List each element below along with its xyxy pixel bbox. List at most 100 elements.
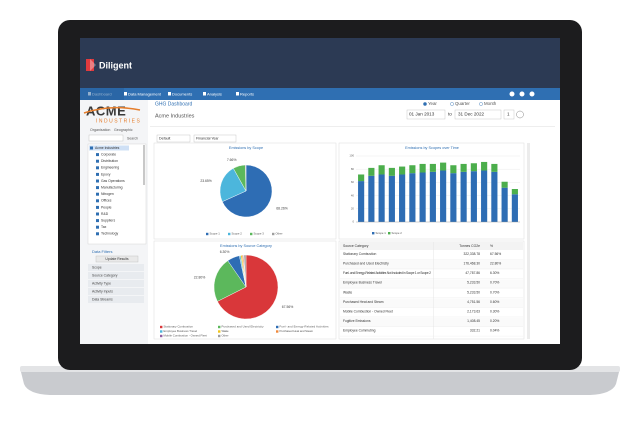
pie-slice (213, 260, 247, 302)
tree-checkbox[interactable] (96, 159, 99, 163)
tree-checkbox[interactable] (96, 205, 99, 209)
search-button[interactable]: Search (127, 136, 138, 140)
legend-label: Other (222, 334, 229, 338)
bar-segment (358, 174, 365, 182)
tree-item[interactable]: Distribution (101, 159, 118, 163)
table-cell: 1,408.45 (467, 319, 480, 323)
table-cell: 0.20% (490, 319, 499, 323)
filter-row[interactable] (88, 272, 144, 279)
legend-label: Mobile Combustion - Owned Fleet (164, 334, 208, 338)
tree-item[interactable]: Acme Industries (95, 146, 120, 150)
tree-item[interactable]: Suppliers (101, 218, 115, 222)
bar-segment (450, 173, 457, 222)
nav-item[interactable]: Data Management (128, 92, 162, 97)
nav-icon-right[interactable] (529, 91, 535, 97)
table-row (340, 279, 523, 289)
header-rule (150, 126, 555, 127)
step-box[interactable] (503, 109, 515, 120)
tree-checkbox[interactable] (96, 166, 99, 170)
table-cell: 2,173.63 (467, 309, 480, 313)
table-row (340, 327, 523, 337)
tree-item[interactable]: Epoxy (101, 172, 111, 176)
tree-item[interactable]: R&D (101, 212, 109, 216)
bar-segment (429, 163, 436, 172)
legend-swatch (276, 330, 279, 333)
period-option: Quarter (455, 101, 470, 106)
date-to-text: 31 Dec 2022 (458, 112, 484, 117)
search-box[interactable] (88, 134, 124, 142)
acme-swoosh (83, 106, 141, 114)
select-box[interactable] (193, 134, 237, 143)
tree-item[interactable]: People (101, 205, 112, 209)
nav-icon-right[interactable] (509, 91, 515, 97)
tree-item[interactable]: Nitrogen (101, 192, 114, 196)
table-cell: 0.70% (490, 281, 499, 285)
tree-checkbox[interactable] (96, 212, 99, 216)
period-radio[interactable] (479, 102, 483, 106)
bar-segment (470, 163, 477, 172)
bar-segment (440, 162, 447, 171)
table-header (340, 242, 523, 250)
sidebar-tab[interactable]: Organisation (90, 128, 110, 132)
period-radio[interactable] (423, 102, 427, 106)
tree-item[interactable]: Tax (101, 225, 107, 229)
pie-slice (245, 164, 247, 192)
bar-segment (378, 174, 385, 222)
table-cell: 47,787.86 (465, 271, 480, 275)
tree-item[interactable]: Manufacturing (101, 185, 123, 189)
filter-row[interactable] (88, 280, 144, 287)
date-from[interactable] (406, 109, 446, 120)
tree-item[interactable]: Technology (101, 232, 118, 236)
period-radio[interactable] (450, 102, 454, 106)
tree-checkbox[interactable] (96, 232, 99, 236)
pie-label: 22.80% (194, 276, 206, 280)
filter-row[interactable] (88, 264, 144, 271)
tree-item[interactable]: Offices (101, 199, 112, 203)
table-row (340, 298, 523, 308)
nav-bar (80, 88, 560, 100)
date-to[interactable] (454, 109, 502, 120)
tree-checkbox[interactable] (90, 146, 93, 150)
bar-segment (470, 171, 477, 222)
nav-icon-right[interactable] (519, 91, 525, 97)
tree-item[interactable]: Gas Operations (101, 179, 125, 183)
legend-swatch (218, 330, 221, 333)
pie-slice (243, 254, 247, 288)
bar-segment (399, 166, 406, 175)
select-value: Default (159, 136, 170, 140)
table-cell: Mobile Combustion - Owned Fleet (343, 309, 393, 313)
filter-row[interactable] (88, 296, 144, 303)
bar-segment (491, 163, 498, 172)
nav-item[interactable]: Analysis (207, 92, 222, 97)
tree-item[interactable]: Corporate (101, 152, 116, 156)
tree-checkbox[interactable] (96, 179, 99, 183)
legend-swatch (160, 334, 163, 338)
y-tick-label: 60 (351, 180, 355, 184)
refresh-button[interactable] (516, 110, 524, 119)
sidebar-tab[interactable]: Geographic (114, 128, 133, 132)
nav-item[interactable]: Reports (240, 92, 254, 97)
table-cell: 0.04% (490, 329, 499, 333)
legend-swatch (272, 232, 275, 236)
legend-swatch (160, 330, 163, 333)
bar-segment (409, 173, 416, 222)
tree-item[interactable]: Engineering (101, 166, 119, 170)
bar-segment (501, 187, 508, 222)
tree-checkbox[interactable] (96, 186, 99, 190)
filter-row[interactable] (88, 288, 144, 295)
tree-checkbox[interactable] (96, 219, 99, 223)
tree-checkbox[interactable] (96, 172, 99, 176)
nav-item[interactable]: Documents (172, 92, 192, 97)
page-title: GHG Dashboard (155, 101, 192, 107)
select-box[interactable] (156, 134, 191, 143)
pie-label: 6.30% (220, 250, 230, 254)
legend-label: Purchased Heat and Steam (280, 329, 314, 333)
table-header-cell: % (490, 244, 493, 248)
update-button[interactable] (95, 255, 139, 263)
tree-checkbox[interactable] (96, 199, 99, 203)
tree-checkbox[interactable] (96, 192, 99, 196)
tree-checkbox[interactable] (96, 153, 99, 157)
brand-logo (86, 59, 94, 71)
legend-swatch (276, 325, 279, 329)
tree-checkbox[interactable] (96, 225, 99, 229)
